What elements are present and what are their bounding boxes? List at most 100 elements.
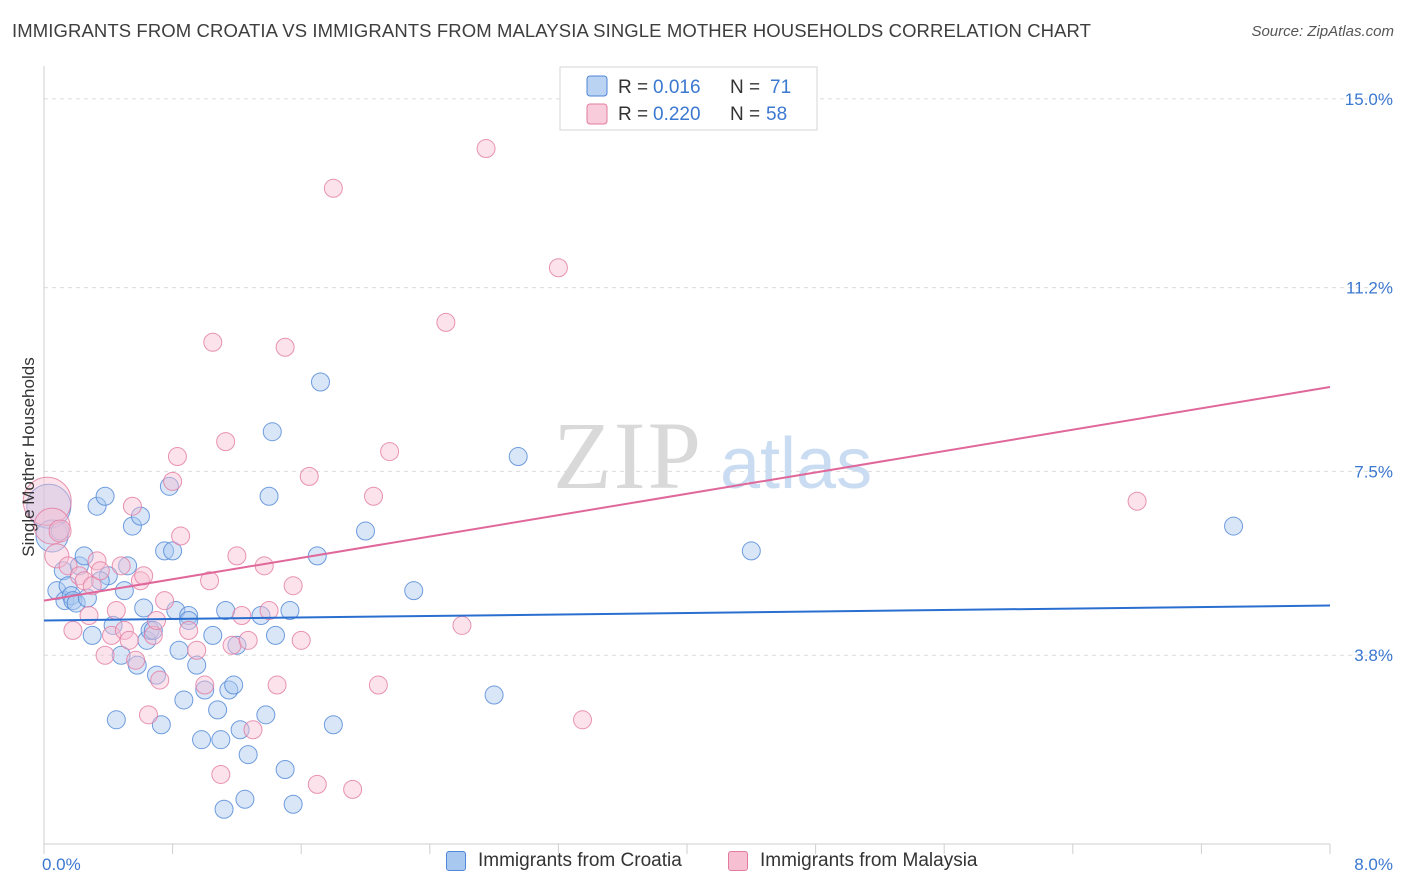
croatia-point-69 <box>179 610 199 630</box>
legend-n-value-malaysia: 58 <box>766 104 787 125</box>
croatia-point-19 <box>111 645 131 665</box>
croatia-point-33 <box>163 541 183 561</box>
malaysia-point-16 <box>114 620 134 640</box>
malaysia-point-15 <box>111 556 131 576</box>
croatia-point-2 <box>47 581 67 601</box>
top-legend-swatch-croatia <box>586 75 608 97</box>
croatia-point-9 <box>66 593 86 613</box>
malaysia-point-57 <box>548 258 568 278</box>
croatia-point-62 <box>323 715 343 735</box>
x-tick-label-1: 8.0% <box>1354 855 1393 874</box>
source-label: Source: ZipAtlas.com <box>1251 23 1394 40</box>
malaysia-point-18 <box>122 496 142 516</box>
croatia-point-61 <box>310 372 330 392</box>
croatia-point-38 <box>187 655 207 675</box>
y-axis-title: Single Mother Households <box>19 357 38 556</box>
croatia-point-42 <box>208 700 228 720</box>
croatia-point-20 <box>114 581 134 601</box>
malaysia-point-29 <box>171 526 191 546</box>
malaysia-point-22 <box>138 705 158 725</box>
malaysia-point-41 <box>243 720 263 740</box>
legend-n-label-malaysia: N = <box>730 104 760 125</box>
croatia-point-18 <box>106 710 126 730</box>
croatia-point-11 <box>74 546 94 566</box>
malaysia-point-54 <box>436 312 456 332</box>
malaysia-point-24 <box>147 610 167 630</box>
croatia-point-17 <box>103 615 123 635</box>
legend-n-value-croatia: 71 <box>770 77 791 98</box>
malaysia-point-17 <box>119 630 139 650</box>
malaysia-point-23 <box>143 625 163 645</box>
malaysia-point-53 <box>380 442 400 462</box>
malaysia-point-19 <box>126 650 146 670</box>
croatia-point-22 <box>122 516 142 536</box>
croatia-point-30 <box>151 715 171 735</box>
malaysia-point-25 <box>150 670 170 690</box>
croatia-point-10 <box>69 556 89 576</box>
legend-r-label-croatia: R = <box>618 77 648 98</box>
malaysia-point-9 <box>82 576 102 596</box>
malaysia-point-28 <box>167 447 187 467</box>
y-tick-label-2: 11.2% <box>1346 279 1393 298</box>
croatia-point-39 <box>192 730 212 750</box>
legend-swatch-croatia <box>446 851 466 871</box>
y-tick-label-3: 15.0% <box>1345 90 1393 109</box>
croatia-point-59 <box>283 794 303 814</box>
croatia-point-53 <box>256 705 276 725</box>
malaysia-point-26 <box>155 591 175 611</box>
malaysia-point-30 <box>179 620 199 640</box>
legend-r-value-croatia: 0.016 <box>653 77 701 98</box>
malaysia-point-50 <box>343 779 363 799</box>
croatia-point-41 <box>203 625 223 645</box>
malaysia-point-55 <box>452 615 472 635</box>
legend-label-malaysia: Immigrants from Malaysia <box>760 850 978 871</box>
malaysia-point-27 <box>163 471 183 491</box>
watermark-zip: ZIP <box>553 402 703 509</box>
malaysia-point-31 <box>187 640 207 660</box>
malaysia-point-40 <box>238 630 258 650</box>
croatia-point-67 <box>741 541 761 561</box>
croatia-point-25 <box>134 598 154 618</box>
croatia-point-31 <box>155 541 175 561</box>
croatia-point-21 <box>118 556 138 576</box>
malaysia-point-0 <box>22 476 72 526</box>
watermark-atlas: atlas <box>720 424 872 504</box>
croatia-point-55 <box>262 422 282 442</box>
croatia-point-66 <box>508 447 528 467</box>
malaysia-point-51 <box>364 486 384 506</box>
malaysia-point-34 <box>203 332 223 352</box>
croatia-point-68 <box>1224 516 1244 536</box>
croatia-points <box>26 372 1244 819</box>
croatia-point-15 <box>95 486 115 506</box>
croatia-point-65 <box>484 685 504 705</box>
malaysia-point-14 <box>106 601 126 621</box>
malaysia-point-13 <box>102 625 122 645</box>
malaysia-point-45 <box>275 337 295 357</box>
legend-swatch-malaysia <box>728 851 748 871</box>
croatia-point-47 <box>224 675 244 695</box>
croatia-point-35 <box>169 640 189 660</box>
x-tick-labels: 0.0% 8.0% <box>42 855 1393 874</box>
watermark: ZIP atlas <box>553 402 872 509</box>
chart-title: IMMIGRANTS FROM CROATIA VS IMMIGRANTS FR… <box>12 20 1092 41</box>
croatia-point-40 <box>195 680 215 700</box>
malaysia-point-35 <box>211 764 231 784</box>
malaysia-point-37 <box>222 635 242 655</box>
malaysia-point-58 <box>573 710 593 730</box>
malaysia-point-43 <box>259 601 279 621</box>
malaysia-point-52 <box>368 675 388 695</box>
croatia-trend-line <box>43 604 1331 622</box>
malaysia-point-49 <box>323 178 343 198</box>
croatia-point-44 <box>214 799 234 819</box>
croatia-point-57 <box>275 759 295 779</box>
croatia-point-51 <box>238 745 258 765</box>
croatia-point-58 <box>280 601 300 621</box>
croatia-point-45 <box>216 601 236 621</box>
bottom-legend: Immigrants from Croatia Immigrants from … <box>0 850 1406 880</box>
y-tick-label-0: 3.8% <box>1354 646 1393 665</box>
y-tick-label-1: 7.5% <box>1354 462 1393 481</box>
croatia-point-54 <box>259 486 279 506</box>
malaysia-point-44 <box>267 675 287 695</box>
top-legend-swatch-malaysia <box>586 103 608 125</box>
